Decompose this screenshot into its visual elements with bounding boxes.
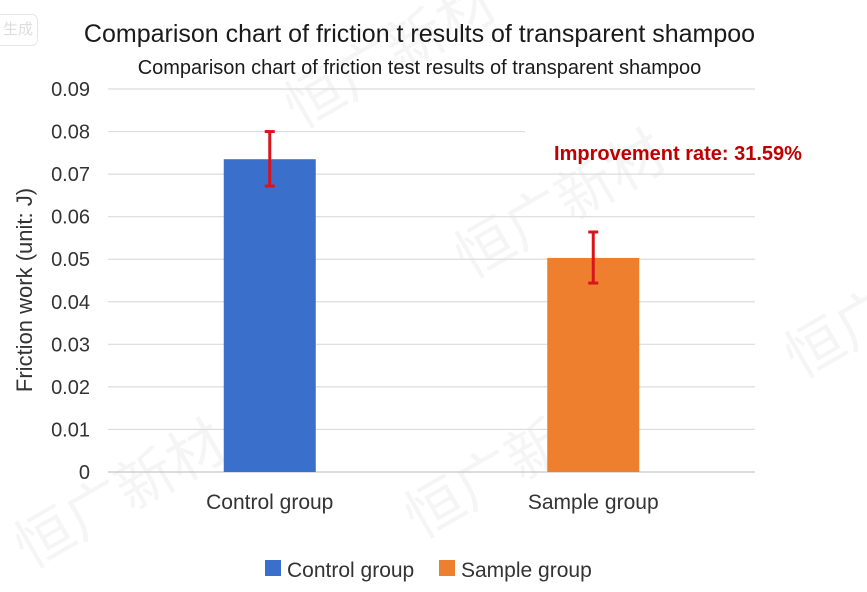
y-tick-label: 0.07 [51, 164, 90, 186]
y-tick-label: 0.05 [51, 249, 90, 271]
y-tick-label: 0.09 [51, 79, 90, 101]
watermark: 恒广新材 [273, 0, 508, 142]
generated-badge: 生成 [0, 14, 38, 46]
y-tick-label: 0.01 [51, 419, 90, 441]
legend-label: Sample group [461, 559, 592, 582]
y-tick-label: 0.03 [51, 334, 90, 356]
legend-swatch [439, 560, 455, 576]
chart-title: Comparison chart of friction t results o… [83, 20, 756, 48]
x-tick-label: Control group [206, 491, 333, 514]
y-tick-label: 0.04 [51, 292, 90, 314]
legend-label: Control group [287, 559, 414, 582]
watermark: 恒广新材 [773, 217, 867, 392]
y-tick-label: 0.08 [51, 122, 90, 144]
y-tick-label: 0.06 [51, 207, 90, 229]
improvement-annotation: Improvement rate: 31.59% [554, 143, 802, 165]
y-tick-label: 0 [79, 462, 90, 484]
legend-swatch [265, 560, 281, 576]
watermark: 恒广新材 [3, 407, 238, 582]
y-axis-label: Friction work (unit: J) [12, 188, 37, 392]
bar-1 [547, 257, 640, 472]
y-tick-label: 0.02 [51, 377, 90, 399]
bar-0 [223, 159, 316, 472]
chart-subtitle: Comparison chart of friction test result… [137, 57, 702, 79]
x-tick-label: Sample group [528, 491, 659, 514]
